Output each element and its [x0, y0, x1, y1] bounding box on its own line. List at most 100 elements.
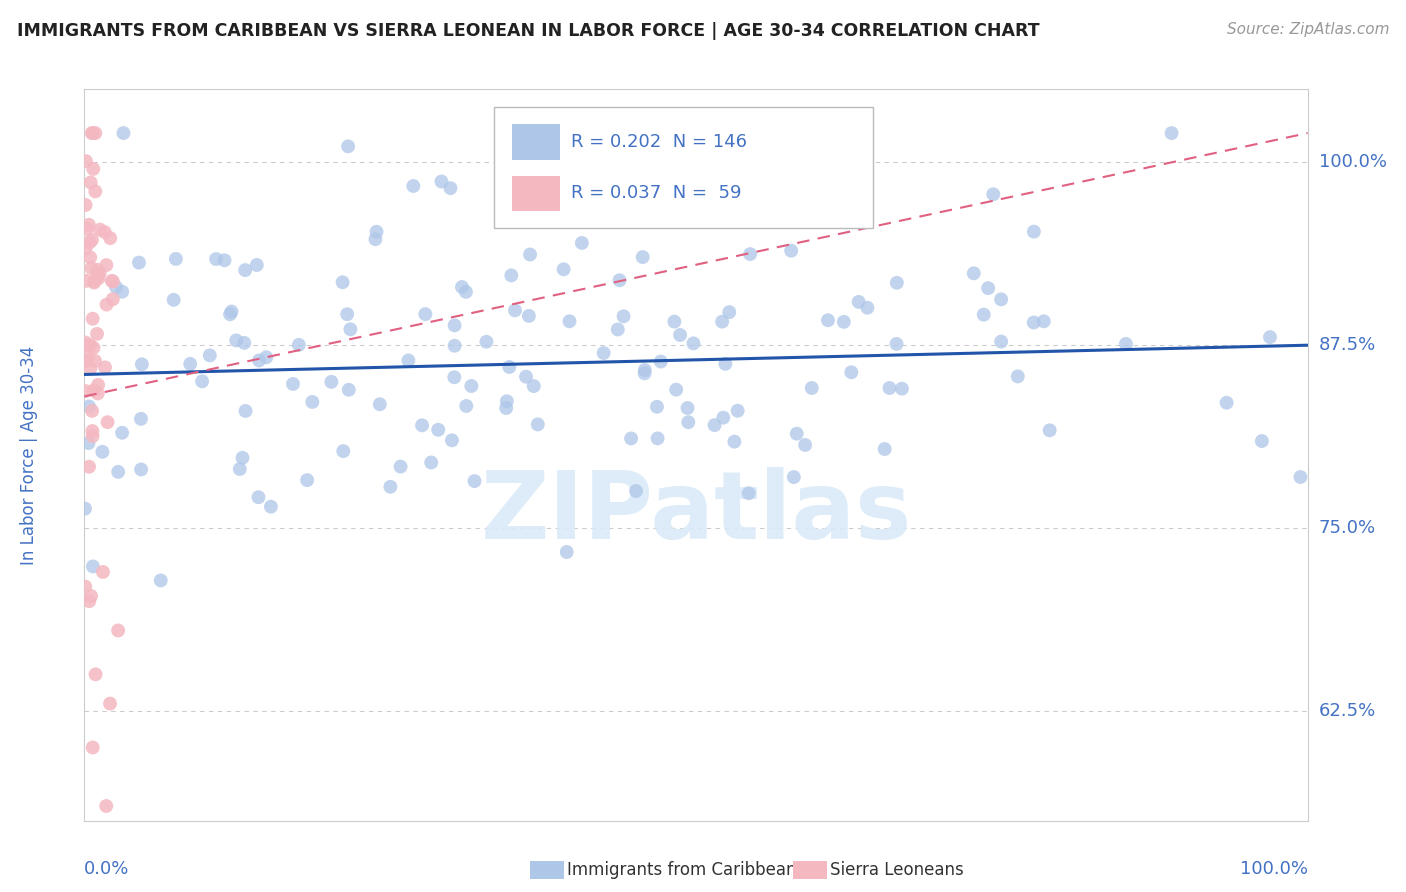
Point [1250, 434, 1272, 448]
Point [678, 415, 700, 429]
Point [87, 386, 110, 401]
Point [703, 418, 725, 433]
Point [456, 399, 478, 413]
Point [96, 297, 118, 311]
Point [87, 271, 110, 285]
Point [80, 176, 103, 190]
Point [73, 501, 96, 516]
Point [79, 338, 101, 352]
Point [873, 442, 896, 456]
Point [832, 315, 855, 329]
Point [89, 222, 111, 236]
Point [77, 459, 100, 474]
Point [321, 375, 343, 389]
Point [336, 307, 359, 321]
Point [75, 154, 97, 169]
Text: R = 0.037  N =  59: R = 0.037 N = 59 [571, 184, 742, 202]
Point [96, 258, 118, 272]
FancyBboxPatch shape [513, 176, 560, 211]
Point [711, 410, 734, 425]
Point [606, 322, 628, 336]
Point [650, 354, 672, 368]
Point [82, 559, 104, 574]
Point [613, 310, 636, 324]
Point [94, 360, 117, 375]
Point [1032, 314, 1054, 328]
Point [179, 357, 201, 371]
Point [96, 415, 118, 429]
Point [231, 450, 253, 465]
Point [191, 375, 214, 389]
Point [631, 250, 654, 264]
Point [973, 308, 995, 322]
Point [519, 247, 541, 261]
Point [233, 263, 256, 277]
Point [82, 341, 104, 355]
Point [879, 381, 901, 395]
Point [281, 376, 304, 391]
Point [676, 401, 699, 415]
Point [80, 404, 103, 418]
Point [1039, 423, 1062, 437]
Point [682, 336, 704, 351]
Point [990, 293, 1012, 307]
Point [623, 178, 645, 193]
Text: Sierra Leoneans: Sierra Leoneans [830, 861, 963, 879]
Point [75, 384, 97, 398]
Point [1258, 330, 1281, 344]
Point [339, 322, 361, 336]
Text: 0.0%: 0.0% [84, 860, 129, 878]
Point [981, 187, 1004, 202]
Point [165, 252, 187, 266]
Point [990, 334, 1012, 349]
Point [389, 459, 412, 474]
Point [443, 318, 465, 333]
FancyBboxPatch shape [494, 108, 873, 228]
Text: 100.0%: 100.0% [1240, 860, 1308, 878]
Point [77, 218, 100, 232]
Point [129, 462, 152, 476]
Point [82, 429, 104, 443]
Point [664, 315, 686, 329]
Point [886, 276, 908, 290]
Point [620, 432, 643, 446]
Point [98, 697, 121, 711]
FancyBboxPatch shape [513, 124, 560, 161]
Point [841, 365, 863, 379]
Point [107, 624, 129, 638]
Point [233, 335, 256, 350]
Point [848, 294, 870, 309]
Point [101, 292, 124, 306]
Point [101, 275, 124, 289]
Point [515, 369, 537, 384]
Point [77, 338, 100, 352]
Point [624, 483, 647, 498]
Text: 62.5%: 62.5% [1319, 702, 1376, 720]
Point [786, 426, 808, 441]
Point [1022, 225, 1045, 239]
Point [77, 400, 100, 414]
Point [451, 280, 474, 294]
Point [517, 309, 540, 323]
Point [727, 403, 749, 417]
Text: ZIPatlas: ZIPatlas [481, 467, 911, 559]
Text: 75.0%: 75.0% [1319, 519, 1376, 537]
Point [501, 268, 523, 283]
Point [86, 326, 108, 341]
Point [738, 486, 761, 500]
Point [76, 351, 98, 365]
Point [1022, 316, 1045, 330]
Point [609, 273, 631, 287]
Text: IMMIGRANTS FROM CARIBBEAN VS SIERRA LEONEAN IN LABOR FORCE | AGE 30-34 CORRELATI: IMMIGRANTS FROM CARIBBEAN VS SIERRA LEON… [17, 22, 1039, 40]
Point [76, 222, 98, 236]
Point [460, 379, 482, 393]
Point [496, 394, 519, 409]
Point [111, 425, 134, 440]
Point [128, 255, 150, 269]
Point [364, 232, 387, 246]
Point [84, 185, 107, 199]
Point [415, 307, 437, 321]
Point [225, 334, 247, 348]
Point [430, 175, 453, 189]
Point [553, 262, 575, 277]
